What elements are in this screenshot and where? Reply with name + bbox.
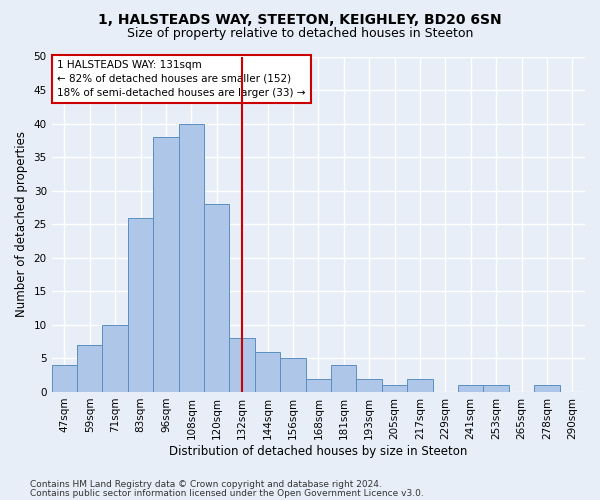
Bar xyxy=(128,218,153,392)
Bar xyxy=(407,378,433,392)
Bar xyxy=(280,358,305,392)
Bar xyxy=(255,352,280,392)
Bar xyxy=(331,365,356,392)
X-axis label: Distribution of detached houses by size in Steeton: Distribution of detached houses by size … xyxy=(169,444,467,458)
Bar xyxy=(356,378,382,392)
Bar xyxy=(179,124,204,392)
Bar xyxy=(77,345,103,392)
Y-axis label: Number of detached properties: Number of detached properties xyxy=(15,131,28,317)
Text: 1 HALSTEADS WAY: 131sqm
← 82% of detached houses are smaller (152)
18% of semi-d: 1 HALSTEADS WAY: 131sqm ← 82% of detache… xyxy=(57,60,305,98)
Bar xyxy=(382,385,407,392)
Bar xyxy=(458,385,484,392)
Bar xyxy=(484,385,509,392)
Text: 1, HALSTEADS WAY, STEETON, KEIGHLEY, BD20 6SN: 1, HALSTEADS WAY, STEETON, KEIGHLEY, BD2… xyxy=(98,12,502,26)
Bar xyxy=(204,204,229,392)
Bar xyxy=(52,365,77,392)
Text: Contains HM Land Registry data © Crown copyright and database right 2024.: Contains HM Land Registry data © Crown c… xyxy=(30,480,382,489)
Bar xyxy=(103,325,128,392)
Bar xyxy=(153,137,179,392)
Text: Contains public sector information licensed under the Open Government Licence v3: Contains public sector information licen… xyxy=(30,489,424,498)
Text: Size of property relative to detached houses in Steeton: Size of property relative to detached ho… xyxy=(127,28,473,40)
Bar xyxy=(305,378,331,392)
Bar xyxy=(229,338,255,392)
Bar xyxy=(534,385,560,392)
